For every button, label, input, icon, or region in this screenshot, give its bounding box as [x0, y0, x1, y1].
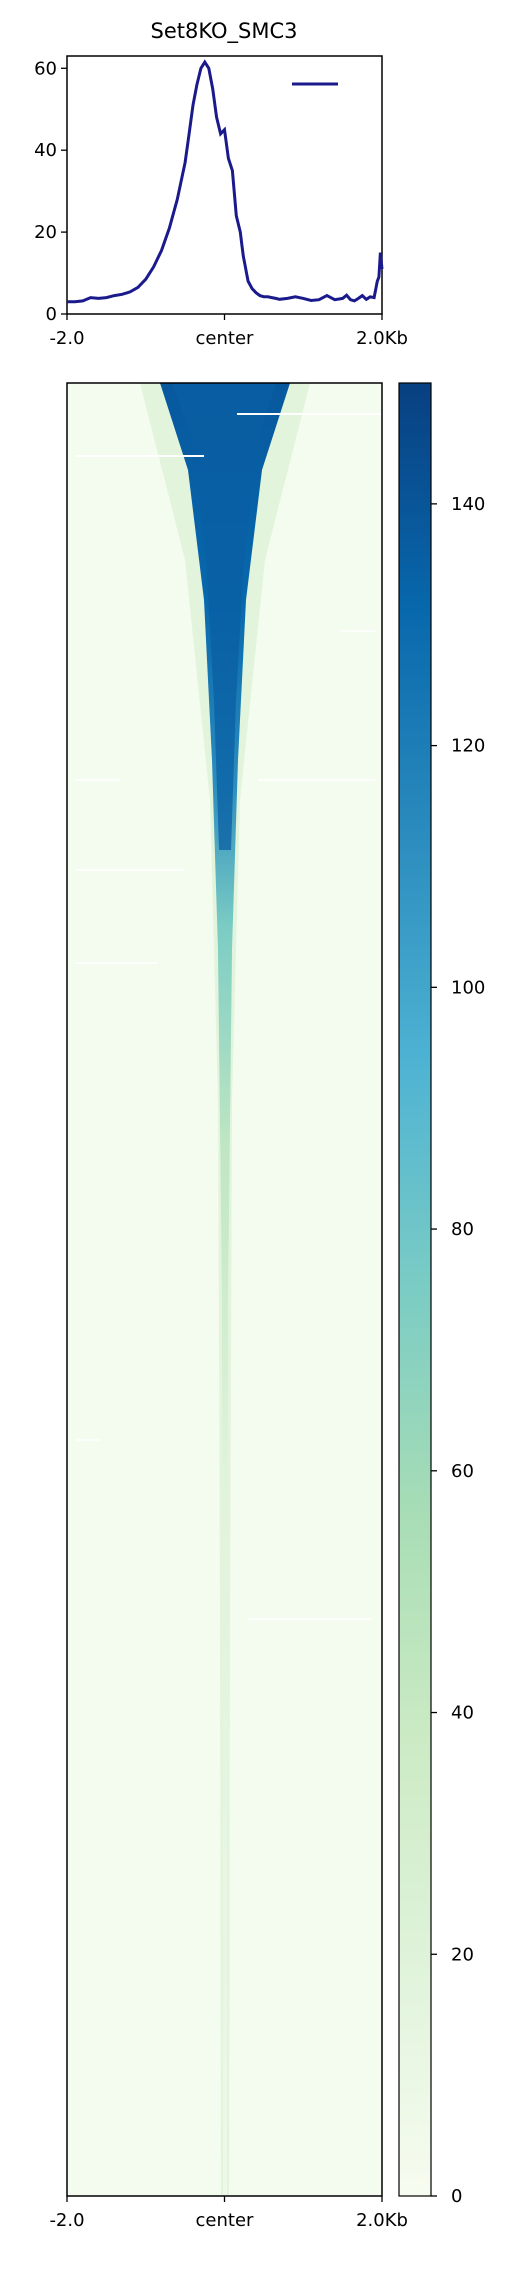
colorbar-tick-label: 0: [451, 2186, 462, 2207]
colorbar-tick-label: 80: [451, 1219, 474, 1240]
colorbar-axis: 0 20 40 60 80 100 120 140: [431, 494, 485, 2207]
colorbar-tick-label: 120: [451, 736, 485, 757]
colorbar-tick-label: 60: [451, 1461, 474, 1482]
heatmap-x-tick-label: 2.0Kb: [356, 2210, 408, 2231]
colorbar: 0 20 40 60 80 100 120 140: [398, 382, 485, 2207]
profile-x-tick-label: -2.0: [49, 328, 84, 349]
colorbar-tick-label: 40: [451, 1703, 474, 1724]
heatmap-signal-peak: [172, 383, 276, 850]
profile-title: Set8KO_SMC3: [151, 19, 298, 44]
profile-plot: 0 20 40 60 -2.0 center 2.0Kb: [34, 55, 408, 349]
profile-x-tick-label: center: [196, 328, 255, 349]
profile-y-tick-label: 0: [46, 304, 57, 325]
heatmap-plot: -2.0 center 2.0Kb: [49, 382, 408, 2231]
profile-y-tick-label: 40: [34, 140, 57, 161]
heatmap-gap-lines: [75, 413, 382, 1620]
heatmap-x-tick-label: -2.0: [49, 2210, 84, 2231]
colorbar-tick-label: 20: [451, 1944, 474, 1965]
heatmap-signal-core: [160, 383, 290, 2196]
profile-y-axis: 0 20 40 60: [34, 58, 67, 325]
heatmap-x-axis: -2.0 center 2.0Kb: [49, 2196, 408, 2231]
heatmap-x-tick-label: center: [196, 2210, 255, 2231]
profile-y-tick-label: 20: [34, 222, 57, 243]
colorbar-tick-label: 100: [451, 977, 485, 998]
profile-y-tick-label: 60: [34, 58, 57, 79]
colorbar-tick-label: 140: [451, 494, 485, 515]
colorbar-gradient: [398, 382, 432, 2197]
profile-x-tick-label: 2.0Kb: [356, 328, 408, 349]
profile-x-axis: -2.0 center 2.0Kb: [49, 314, 408, 349]
profile-series-line: [67, 59, 384, 304]
profile-frame: [66, 55, 383, 315]
